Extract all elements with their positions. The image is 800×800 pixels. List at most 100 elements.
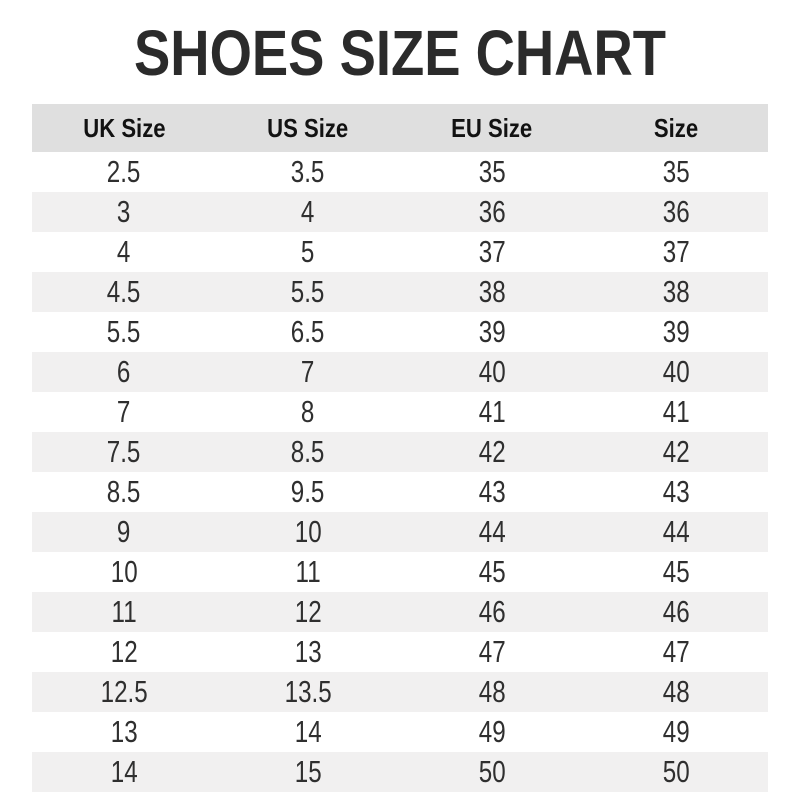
table-header-row: UK Size US Size EU Size Size bbox=[32, 104, 768, 152]
cell-value: 48 bbox=[662, 674, 690, 709]
cell-value: 4.5 bbox=[107, 274, 141, 309]
table-cell: 8 bbox=[216, 392, 400, 432]
table-cell: 50 bbox=[400, 752, 584, 792]
table-cell: 41 bbox=[400, 392, 584, 432]
table-row: 8.5 9.5 43 43 bbox=[32, 472, 768, 512]
cell-value: 38 bbox=[662, 274, 690, 309]
table-row: 6 7 40 40 bbox=[32, 352, 768, 392]
table-cell: 12 bbox=[216, 592, 400, 632]
cell-value: 42 bbox=[478, 434, 506, 469]
table-row: 12 13 47 47 bbox=[32, 632, 768, 672]
cell-value: 42 bbox=[662, 434, 690, 469]
cell-value: 44 bbox=[662, 514, 690, 549]
size-table-body: 2.5 3.5 35 35 3 4 36 36 4 5 37 37 4.5 5.5 38 38 5.5 6.5 39… bbox=[32, 152, 768, 792]
column-header-label: UK Size bbox=[82, 112, 166, 143]
table-row: 7.5 8.5 42 42 bbox=[32, 432, 768, 472]
column-header-uk-size: UK Size bbox=[32, 104, 216, 152]
table-cell: 35 bbox=[400, 152, 584, 192]
table-cell: 43 bbox=[400, 472, 584, 512]
table-cell: 48 bbox=[400, 672, 584, 712]
table-cell: 9.5 bbox=[216, 472, 400, 512]
cell-value: 38 bbox=[478, 274, 506, 309]
cell-value: 14 bbox=[294, 714, 322, 749]
table-cell: 37 bbox=[400, 232, 584, 272]
table-cell: 49 bbox=[400, 712, 584, 752]
table-cell: 6.5 bbox=[216, 312, 400, 352]
cell-value: 45 bbox=[478, 554, 506, 589]
table-row: 5.5 6.5 39 39 bbox=[32, 312, 768, 352]
cell-value: 37 bbox=[662, 234, 690, 269]
table-cell: 7 bbox=[216, 352, 400, 392]
column-header-eu-size: EU Size bbox=[400, 104, 584, 152]
table-cell: 13.5 bbox=[216, 672, 400, 712]
cell-value: 15 bbox=[294, 754, 322, 789]
cell-value: 48 bbox=[478, 674, 506, 709]
table-cell: 38 bbox=[584, 272, 768, 312]
table-cell: 47 bbox=[584, 632, 768, 672]
table-row: 2.5 3.5 35 35 bbox=[32, 152, 768, 192]
cell-value: 43 bbox=[478, 474, 506, 509]
table-row: 4 5 37 37 bbox=[32, 232, 768, 272]
table-cell: 6 bbox=[32, 352, 216, 392]
table-cell: 44 bbox=[400, 512, 584, 552]
table-cell: 46 bbox=[584, 592, 768, 632]
table-row: 10 11 45 45 bbox=[32, 552, 768, 592]
table-row: 4.5 5.5 38 38 bbox=[32, 272, 768, 312]
column-header-size: Size bbox=[584, 104, 768, 152]
cell-value: 13 bbox=[294, 634, 322, 669]
cell-value: 45 bbox=[662, 554, 690, 589]
table-cell: 9 bbox=[32, 512, 216, 552]
cell-value: 44 bbox=[478, 514, 506, 549]
table-cell: 7.5 bbox=[32, 432, 216, 472]
table-cell: 12.5 bbox=[32, 672, 216, 712]
cell-value: 6.5 bbox=[291, 314, 325, 349]
table-cell: 8.5 bbox=[216, 432, 400, 472]
table-cell: 36 bbox=[400, 192, 584, 232]
table-cell: 44 bbox=[584, 512, 768, 552]
cell-value: 2.5 bbox=[107, 154, 141, 189]
cell-value: 4 bbox=[301, 194, 315, 229]
cell-value: 11 bbox=[295, 554, 321, 589]
table-cell: 35 bbox=[584, 152, 768, 192]
table-cell: 5 bbox=[216, 232, 400, 272]
table-cell: 15 bbox=[216, 752, 400, 792]
table-cell: 48 bbox=[584, 672, 768, 712]
table-row: 12.5 13.5 48 48 bbox=[32, 672, 768, 712]
cell-value: 40 bbox=[662, 354, 690, 389]
cell-value: 49 bbox=[662, 714, 690, 749]
table-cell: 36 bbox=[584, 192, 768, 232]
table-cell: 10 bbox=[32, 552, 216, 592]
table-cell: 10 bbox=[216, 512, 400, 552]
table-row: 9 10 44 44 bbox=[32, 512, 768, 552]
cell-value: 36 bbox=[478, 194, 506, 229]
cell-value: 10 bbox=[294, 514, 322, 549]
table-row: 13 14 49 49 bbox=[32, 712, 768, 752]
size-table: UK Size US Size EU Size Size 2.5 3.5 35 35 3… bbox=[32, 104, 768, 792]
cell-value: 9 bbox=[117, 514, 131, 549]
table-cell: 11 bbox=[216, 552, 400, 592]
cell-value: 13.5 bbox=[284, 674, 332, 709]
cell-value: 41 bbox=[662, 394, 690, 429]
table-cell: 7 bbox=[32, 392, 216, 432]
cell-value: 39 bbox=[478, 314, 506, 349]
table-cell: 14 bbox=[216, 712, 400, 752]
table-cell: 38 bbox=[400, 272, 584, 312]
table-row: 11 12 46 46 bbox=[32, 592, 768, 632]
table-cell: 45 bbox=[400, 552, 584, 592]
table-row: 14 15 50 50 bbox=[32, 752, 768, 792]
table-cell: 13 bbox=[216, 632, 400, 672]
column-header-label: EU Size bbox=[451, 112, 533, 143]
cell-value: 36 bbox=[662, 194, 690, 229]
cell-value: 12.5 bbox=[100, 674, 148, 709]
cell-value: 35 bbox=[478, 154, 506, 189]
cell-value: 12 bbox=[110, 634, 138, 669]
table-cell: 39 bbox=[400, 312, 584, 352]
cell-value: 7 bbox=[301, 354, 315, 389]
table-cell: 41 bbox=[584, 392, 768, 432]
table-cell: 40 bbox=[400, 352, 584, 392]
cell-value: 4 bbox=[117, 234, 131, 269]
cell-value: 3.5 bbox=[291, 154, 325, 189]
cell-value: 8.5 bbox=[107, 474, 141, 509]
table-cell: 3 bbox=[32, 192, 216, 232]
